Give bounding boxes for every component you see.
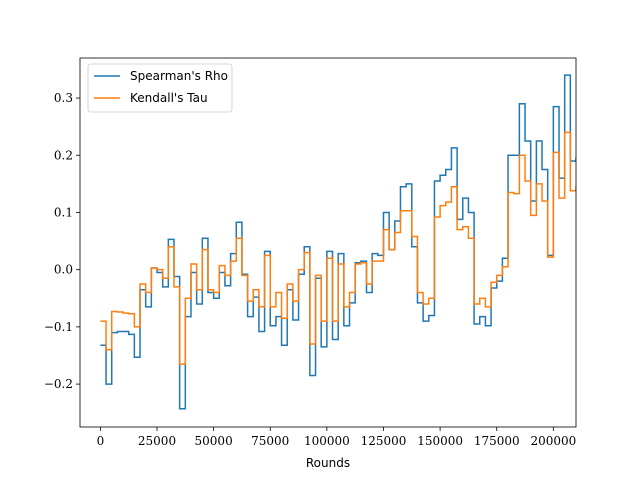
plot-frame — [79, 57, 577, 428]
y-tick-label: 0.2 — [54, 148, 73, 162]
series-line-kendall — [100, 131, 576, 365]
legend-label-spearman: Spearman's Rho — [130, 69, 228, 83]
x-tick-label: 100000 — [304, 434, 350, 448]
x-tick-label: 75000 — [251, 434, 289, 448]
x-axis-label: Rounds — [306, 456, 350, 470]
legend-box — [87, 63, 233, 113]
x-tick-label: 150000 — [417, 434, 463, 448]
y-tick-label: 0.3 — [54, 91, 73, 105]
legend: Spearman's Rho Kendall's Tau — [87, 63, 233, 113]
x-tick-label: 125000 — [361, 434, 407, 448]
x-tick-label: 50000 — [195, 434, 233, 448]
x-tick-label: 25000 — [138, 434, 176, 448]
x-tick-label: 0 — [97, 434, 105, 448]
x-tick-label: 200000 — [530, 434, 576, 448]
y-tick-label: 0.1 — [54, 205, 73, 219]
y-tick-label: 0.0 — [54, 263, 73, 277]
ticks-layer: 0 25000 50000 75000 100000 125000 150000 175000… — [44, 91, 576, 448]
x-tick-label: 175000 — [474, 434, 520, 448]
y-tick-label: −0.1 — [44, 320, 73, 334]
y-tick-label: −0.2 — [44, 377, 73, 391]
series-layer — [100, 74, 576, 410]
legend-label-kendall: Kendall's Tau — [130, 91, 208, 105]
